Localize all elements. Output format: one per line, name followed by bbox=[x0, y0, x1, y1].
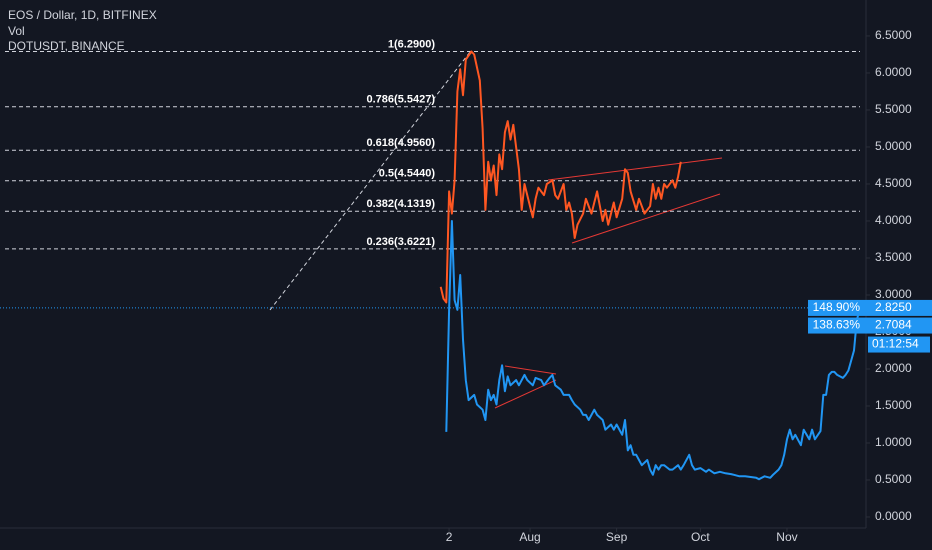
y-tick-label: 3.5000 bbox=[875, 250, 912, 264]
percent-label: 138.63% bbox=[813, 318, 861, 332]
pennant-upper bbox=[504, 365, 557, 375]
y-tick-label: 2.0000 bbox=[875, 361, 912, 375]
price-label: 2.8250 bbox=[875, 300, 912, 314]
x-tick-label: 2 bbox=[446, 530, 453, 544]
y-tick-label: 5.0000 bbox=[875, 139, 912, 153]
percent-label: 148.90% bbox=[813, 300, 861, 314]
y-tick-label: 4.0000 bbox=[875, 213, 912, 227]
y-tick-label: 5.5000 bbox=[875, 102, 912, 116]
x-tick-label: Nov bbox=[776, 530, 797, 544]
y-tick-label: 3.0000 bbox=[875, 287, 912, 301]
x-tick-label: Oct bbox=[691, 530, 710, 544]
y-tick-label: 1.5000 bbox=[875, 398, 912, 412]
fib-label: 1(6.2900) bbox=[388, 38, 435, 50]
x-tick-label: Aug bbox=[519, 530, 540, 544]
fib-label: 0.5(4.5440) bbox=[379, 168, 436, 180]
price-label-box bbox=[808, 299, 932, 316]
y-tick-label: 0.0000 bbox=[875, 509, 912, 523]
countdown: 01:12:54 bbox=[872, 337, 919, 351]
x-tick-label: Sep bbox=[606, 530, 628, 544]
pennant-lower bbox=[494, 379, 557, 409]
legend-item: Vol bbox=[8, 24, 25, 38]
legend-item: DOTUSDT, BINANCE bbox=[8, 39, 125, 53]
fib-label: 0.618(4.9560) bbox=[367, 137, 436, 149]
wedge-upper bbox=[547, 157, 723, 181]
fib-label: 0.382(4.1319) bbox=[367, 198, 436, 210]
chart-title: EOS / Dollar, 1D, BITFINEX bbox=[8, 8, 157, 22]
price-line bbox=[439, 50, 682, 304]
y-tick-label: 6.5000 bbox=[875, 28, 912, 42]
price-label: 2.7084 bbox=[875, 318, 912, 332]
countdown-box bbox=[868, 336, 930, 353]
y-tick-label: 6.0000 bbox=[875, 65, 912, 79]
y-tick-label: 4.5000 bbox=[875, 176, 912, 190]
fib-label: 0.786(5.5427) bbox=[367, 94, 436, 106]
fib-label: 0.236(3.6221) bbox=[367, 236, 436, 248]
y-tick-label: 1.0000 bbox=[875, 435, 912, 449]
y-tick-label: 0.5000 bbox=[875, 472, 912, 486]
price-line bbox=[445, 220, 861, 481]
wedge-lower bbox=[571, 193, 721, 244]
price-label-box bbox=[808, 317, 932, 334]
